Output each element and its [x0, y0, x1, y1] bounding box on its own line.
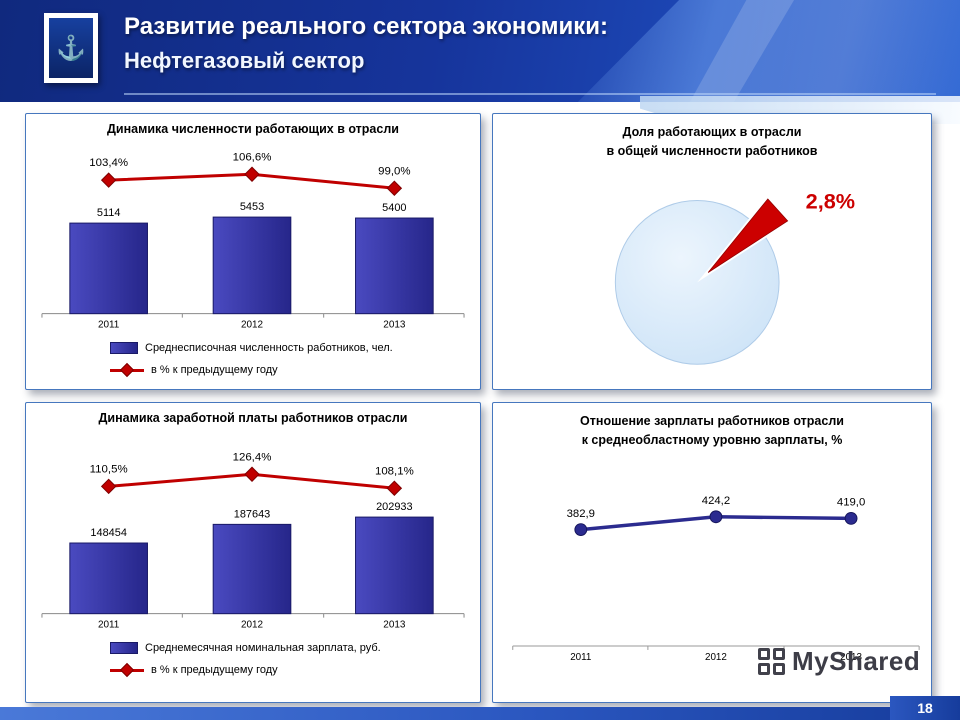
- logo: ⚓: [44, 13, 98, 83]
- x-tick-label: 2011: [570, 651, 591, 662]
- line-marker: [244, 166, 260, 183]
- line-legend-swatch: [110, 668, 144, 672]
- chart-legend: Среднемесячная номинальная зарплата, руб…: [26, 642, 480, 676]
- header-titles: Развитие реального сектора экономики: Не…: [124, 13, 936, 74]
- line-marker: [844, 511, 858, 525]
- chart-title-line1: Доля работающих в отрасли: [622, 125, 802, 139]
- bar-legend-swatch: [110, 642, 138, 654]
- header-underline: [124, 93, 936, 95]
- legend-label: в % к предыдущему году: [151, 664, 278, 676]
- pie-slice-label: 2,8%: [806, 188, 855, 213]
- percent-label: 103,4%: [89, 157, 128, 169]
- bar-2013: [355, 217, 434, 315]
- panel-employment-dynamics: Динамика численности работающих в отрасл…: [25, 113, 481, 390]
- panel-employment-share: Доля работающих в отрасли в общей числен…: [492, 113, 932, 390]
- ratio-line-chart: 382,9 424,2 419,0 2011 2012 2013: [512, 494, 920, 662]
- percent-label: 126,4%: [233, 451, 272, 463]
- percent-label: 99,0%: [378, 165, 410, 177]
- legend-item: в % к предыдущему году: [110, 364, 480, 376]
- bar-value-label: 187643: [234, 508, 271, 520]
- page-number: 18: [890, 696, 960, 720]
- panel-salary-dynamics: Динамика заработной платы работников отр…: [25, 402, 481, 703]
- line-marker: [709, 509, 723, 523]
- line-marker: [244, 466, 260, 483]
- x-tick-label: 2011: [98, 320, 120, 331]
- slide-header: ⚓ Развитие реального сектора экономики: …: [0, 0, 960, 102]
- x-tick-label: 2013: [383, 320, 406, 331]
- percent-label: 108,1%: [375, 465, 414, 477]
- bar-value-label: 202933: [376, 501, 413, 513]
- panel-salary-ratio: Отношение зарплаты работников отрасли к …: [492, 402, 932, 703]
- myshared-grid-icon: [758, 647, 786, 676]
- x-tick-label: 2012: [241, 320, 264, 331]
- salary-chart: 148454 2011 187643 2012 202933 2013 110,5% 126,…: [41, 451, 465, 631]
- x-tick-label: 2013: [383, 620, 406, 631]
- line-marker: [386, 480, 403, 496]
- x-tick-label: 2012: [241, 620, 264, 631]
- bar-2012: [212, 216, 292, 315]
- line-marker: [100, 172, 117, 188]
- chart-title: Доля работающих в отрасли в общей числен…: [493, 114, 931, 161]
- legend-item: в % к предыдущему году: [110, 664, 480, 676]
- point-value-label: 419,0: [837, 496, 865, 508]
- legend-label: в % к предыдущему году: [151, 364, 278, 376]
- x-tick-label: 2013: [840, 651, 862, 662]
- legend-item: Среднесписочная численность работников, …: [110, 342, 480, 354]
- point-value-label: 424,2: [702, 494, 730, 506]
- chart-title-line2: к среднеобластному уровню зарплаты, %: [581, 432, 843, 447]
- share-pie-chart: 2,8%: [614, 188, 855, 365]
- chart-title: Динамика численности работающих в отрасл…: [107, 122, 399, 136]
- percent-label: 106,6%: [233, 151, 272, 163]
- chart-title: Отношение зарплаты работников отрасли к …: [493, 403, 931, 450]
- pie-red-slice: [707, 197, 789, 273]
- chart-legend: Среднесписочная численность работников, …: [26, 342, 480, 376]
- employment-chart: 5114 2011 5453 2012 5400 2013 103,4% 106,6% 99,0…: [41, 151, 465, 331]
- coat-of-arms-icon: ⚓: [49, 18, 93, 78]
- chart-title-line1: Отношение зарплаты работников отрасли: [580, 414, 844, 428]
- bar-value-label: 5400: [382, 202, 406, 214]
- chart-title-line2: в общей численности работников: [606, 143, 818, 158]
- chart-title: Динамика заработной платы работников отр…: [98, 411, 408, 425]
- slide-title-line2: Нефтегазовый сектор: [124, 48, 365, 73]
- bar-2011: [69, 542, 148, 615]
- slide-title-line1: Развитие реального сектора экономики:: [124, 13, 609, 40]
- point-value-label: 382,9: [567, 507, 595, 519]
- bar-legend-swatch: [110, 342, 138, 354]
- bar-2013: [355, 516, 434, 615]
- line-marker: [100, 478, 117, 495]
- legend-label: Среднемесячная номинальная зарплата, руб…: [145, 642, 381, 654]
- line-marker: [574, 522, 588, 536]
- legend-label: Среднесписочная численность работников, …: [145, 342, 393, 354]
- bar-value-label: 5453: [240, 201, 264, 213]
- bar-value-label: 148454: [90, 527, 127, 539]
- x-tick-label: 2011: [98, 620, 120, 631]
- line-legend-swatch: [110, 368, 144, 372]
- bar-value-label: 5114: [97, 207, 121, 219]
- percent-label: 110,5%: [90, 463, 128, 475]
- watermark: MyShared: [758, 646, 920, 677]
- bar-2012: [212, 523, 292, 615]
- x-tick-label: 2012: [705, 651, 727, 662]
- watermark-text: MyShared: [792, 646, 921, 676]
- bar-2011: [69, 222, 148, 315]
- bottom-bar: [0, 707, 960, 720]
- legend-item: Среднемесячная номинальная зарплата, руб…: [110, 642, 480, 654]
- line-marker: [386, 180, 403, 196]
